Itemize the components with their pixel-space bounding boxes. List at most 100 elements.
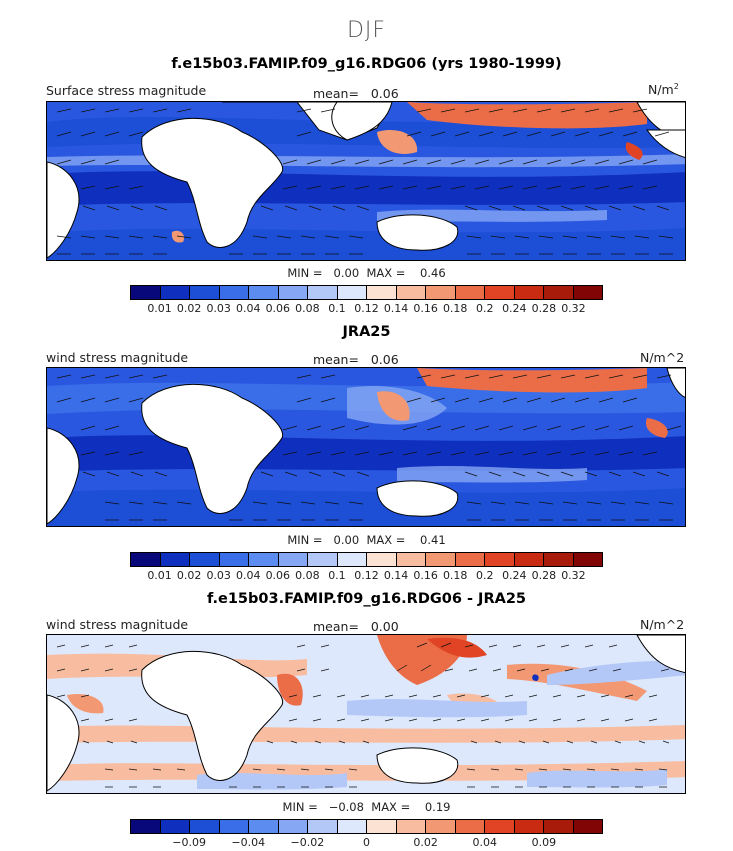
colorbar-swatch [190,553,220,566]
units-superscript: 2 [673,82,679,91]
colorbar-tick-label: 0.06 [265,569,291,582]
min-value: 0.00 [333,266,360,280]
colorbar-swatch [308,286,338,299]
colorbar-tick-label: 0.04 [236,569,261,582]
colorbar-swatch [514,553,544,566]
colorbar-tick-label: 0.14 [383,302,409,315]
colorbar-tick-label: −0.04 [231,836,266,849]
colorbar-swatch [308,820,338,833]
colorbar-swatch [278,820,308,833]
colorbar-tick-label: 0.24 [502,302,527,315]
colorbar-tick-label: 0.1 [328,569,346,582]
panel-2-title: JRA25 [342,324,391,340]
colorbar-swatch [337,286,367,299]
colorbar-swatch [131,553,161,566]
panel-2-colorbar-ticks: 0.01 0.02 0.03 0.04 0.06 0.08 0.1 0.12 0.14 0.16 0… [130,569,603,583]
panel-3-units: N/m^2 [640,617,684,632]
figure-title: DJF [346,18,387,43]
panel-3-title: f.e15b03.FAMIP.f09_g16.RDG06 - JRA25 [206,591,527,607]
colorbar-swatch [396,286,426,299]
min-label: MIN = [287,533,323,547]
colorbar-swatch [308,553,338,566]
panel-1-field-label: Surface stress magnitude [46,83,207,98]
mean-value: 0.00 [370,619,399,634]
units-text: N/m^2 [640,617,685,633]
colorbar-swatch [396,820,426,833]
colorbar-swatch [544,820,574,833]
colorbar-tick-label: 0.14 [383,569,409,582]
colorbar-swatch [249,820,279,833]
mean-label: mean= [313,352,359,367]
colorbar-swatch [131,286,161,299]
min-label: MIN = [282,800,318,814]
colorbar-tick-label: 0.01 [147,569,172,582]
colorbar-tick-label: −0.09 [172,836,206,849]
colorbar-swatch [426,820,456,833]
colorbar-swatch [514,820,544,833]
mean-label: mean= [313,86,359,101]
colorbar-swatch [367,820,397,833]
colorbar-swatch [544,553,574,566]
colorbar-tick-label: 0.06 [265,302,291,315]
units-text: N/m [648,82,674,98]
panel-1-minmax: MIN = 0.00 MAX = 0.46 [0,266,733,280]
panel-3-colorbar-ticks: −0.09 −0.04 −0.02 0 0.02 0.04 0.09 [130,836,603,850]
panel-3-field-label: wind stress magnitude [46,617,189,632]
mean-label: mean= [313,619,359,634]
colorbar-swatch [426,553,456,566]
colorbar-tick-label: 0.02 [176,302,202,315]
max-value: 0.19 [424,800,451,814]
max-value: 0.41 [420,533,446,547]
colorbar-tick-label: 0.16 [413,302,438,315]
colorbar-tick-label: 0.16 [413,569,438,582]
panel-1-title: f.e15b03.FAMIP.f09_g16.RDG06 (yrs 1980-1… [171,56,562,72]
colorbar-tick-label: 0 [363,836,370,849]
colorbar-swatch [219,553,249,566]
panel-3-colorbar [130,819,603,834]
min-value: 0.00 [333,533,360,547]
colorbar-tick-label: 0.12 [354,569,379,582]
colorbar-swatch [219,820,249,833]
colorbar-swatch [160,553,190,566]
colorbar-tick-label: 0.02 [176,569,202,582]
max-value: 0.46 [420,266,446,280]
colorbar-swatch [455,820,485,833]
panel-1-map [46,101,686,261]
panel-3-map [46,634,686,794]
max-label: MAX = [371,800,411,814]
colorbar-swatch [485,553,515,566]
colorbar-swatch [190,286,220,299]
colorbar-tick-label: 0.32 [561,569,586,582]
colorbar-swatch [190,820,220,833]
panel-2-colorbar [130,552,603,567]
colorbar-tick-label: 0.01 [147,302,172,315]
colorbar-swatch [278,286,308,299]
panel-2-mean: mean= 0.06 [313,352,399,367]
colorbar-tick-label: 0.03 [206,302,231,315]
colorbar-swatch [544,286,574,299]
mean-value: 0.06 [370,352,399,367]
panel-2-minmax: MIN = 0.00 MAX = 0.41 [0,533,733,547]
colorbar-tick-label: 0.18 [442,569,468,582]
colorbar-swatch [455,553,485,566]
colorbar-tick-label: 0.12 [354,302,379,315]
colorbar-swatch [485,820,515,833]
colorbar-tick-label: 0.32 [561,302,586,315]
colorbar-swatch [367,286,397,299]
colorbar-tick-label: 0.09 [531,836,557,849]
panel-1-mean: mean= 0.06 [313,86,399,101]
panel-1-colorbar-ticks: 0.01 0.02 0.03 0.04 0.06 0.08 0.1 0.12 0.14 0.16 0… [130,302,603,316]
colorbar-swatch [514,286,544,299]
colorbar-tick-label: 0.2 [476,302,494,315]
colorbar-swatch [573,553,602,566]
colorbar-swatch [249,553,279,566]
panel-1-units: N/m2 [648,82,679,97]
colorbar-swatch [396,553,426,566]
colorbar-tick-label: 0.1 [328,302,346,315]
panel-3-minmax: MIN = −0.08 MAX = 0.19 [0,800,733,814]
colorbar-swatch [485,286,515,299]
colorbar-tick-label: 0.03 [206,569,231,582]
colorbar-swatch [249,286,279,299]
panel-2-map [46,367,686,527]
panel-1-colorbar [130,285,603,300]
